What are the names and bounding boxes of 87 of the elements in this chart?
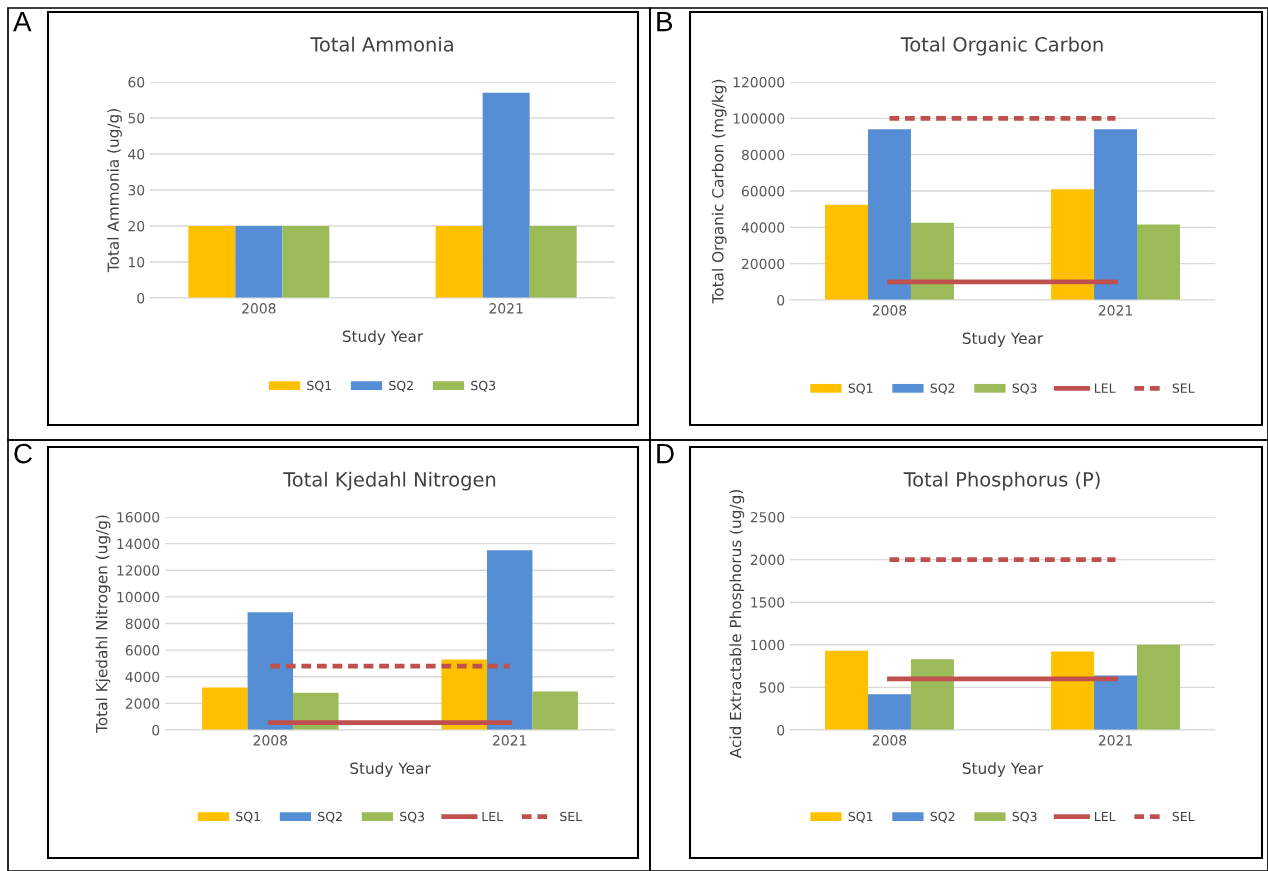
legend-label: SEL	[560, 811, 583, 822]
y-tick-label: 40000	[741, 222, 785, 233]
legend-label: SEL	[1172, 811, 1195, 822]
y-tick-label: 50	[128, 112, 145, 124]
y-tick-label: 8000	[125, 618, 160, 629]
y-axis-title: Acid Extractable Phosphorus (ug/g)	[729, 490, 745, 759]
y-tick-label: 120000	[733, 76, 785, 88]
y-tick-label: 2000	[125, 698, 160, 709]
chart-title: Total Ammonia	[310, 36, 453, 52]
bar	[867, 129, 911, 300]
x-axis-title: Study Year	[342, 330, 424, 345]
bar	[910, 659, 954, 730]
bar	[247, 612, 294, 730]
y-tick-label: 16000	[117, 511, 160, 523]
bar	[532, 691, 578, 730]
legend-label: SQ2	[389, 380, 413, 392]
y-axis-title: Total Organic Carbon (mg/kg)	[711, 79, 727, 304]
bar	[910, 222, 954, 300]
x-tick-label: 2021	[493, 735, 527, 746]
y-tick-label: 100000	[733, 113, 785, 124]
y-tick-label: 10000	[117, 591, 160, 603]
text: D	[657, 444, 674, 464]
bar	[1137, 644, 1180, 730]
legend-label: SQ1	[848, 383, 873, 395]
y-tick-label: 0	[777, 294, 785, 306]
y-tick-label: 2500	[750, 511, 785, 523]
legend-label: SQ3	[471, 380, 496, 392]
bar	[1051, 189, 1095, 300]
legend-label: SEL	[1172, 383, 1195, 393]
text: C	[14, 443, 32, 464]
legend-label: LEL	[482, 811, 504, 822]
y-tick-label: 20	[128, 220, 145, 232]
y-tick-label: 1500	[751, 597, 785, 608]
y-tick-label: 1000	[751, 639, 785, 651]
y-axis-title: Total Kjedahl Nitrogen (ug/g)	[95, 515, 111, 733]
bar	[202, 687, 248, 730]
bar	[486, 550, 533, 730]
x-tick-label: 2008	[253, 735, 288, 746]
bar	[825, 204, 868, 300]
x-tick-label: 2008	[872, 305, 907, 316]
legend-label: SQ3	[1012, 383, 1037, 395]
y-tick-label: 0	[137, 292, 145, 304]
x-axis-title: Study Year	[962, 762, 1044, 777]
legend-label: SQ1	[307, 380, 331, 392]
y-tick-label: 60	[128, 76, 145, 88]
y-tick-label: 4000	[125, 671, 160, 683]
y-axis-title: Total Ammonia (ug/g)	[107, 109, 122, 273]
y-tick-label: 80000	[741, 149, 785, 161]
y-tick-label: 14000	[117, 538, 160, 550]
y-tick-label: 0	[777, 724, 785, 736]
legend-label: SQ3	[1012, 811, 1037, 823]
legend-label: SQ1	[236, 811, 260, 823]
y-tick-label: 12000	[117, 565, 160, 576]
bar	[1094, 129, 1138, 300]
chart-title: Total Phosphorus (P)	[903, 471, 1100, 491]
y-tick-label: 20000	[741, 258, 785, 270]
text: B	[657, 12, 673, 32]
x-tick-label: 2021	[1098, 735, 1132, 746]
y-tick-label: 2000	[750, 554, 785, 566]
y-tick-label: 30	[128, 184, 145, 196]
chart-title: Total Kjedahl Nitrogen	[283, 471, 496, 491]
y-tick-label: 60000	[741, 185, 785, 197]
legend-label: SQ1	[848, 811, 873, 823]
bar	[825, 650, 868, 730]
y-tick-label: 10	[128, 256, 145, 268]
y-tick-label: 500	[759, 682, 785, 693]
legend-label: SQ2	[318, 811, 342, 823]
legend-label: LEL	[1095, 383, 1116, 393]
bar	[1094, 675, 1138, 730]
bar	[1051, 651, 1095, 730]
text: A	[13, 12, 32, 32]
chart-title: Total Organic Carbon	[900, 36, 1103, 56]
y-tick-label: 6000	[125, 645, 160, 656]
bar	[1137, 224, 1180, 300]
x-tick-label: 2021	[1098, 305, 1132, 316]
y-tick-label: 40	[128, 148, 145, 160]
legend-label: SQ2	[930, 383, 955, 395]
x-tick-label: 2008	[242, 303, 276, 314]
legend-label: LEL	[1095, 811, 1116, 822]
x-axis-title: Study Year	[962, 332, 1044, 347]
legend-label: SQ2	[930, 811, 955, 823]
y-tick-label: 0	[152, 724, 160, 736]
x-axis-title: Study Year	[350, 762, 431, 777]
x-tick-label: 2021	[489, 303, 523, 314]
x-tick-label: 2008	[872, 735, 907, 746]
legend-label: SQ3	[400, 811, 425, 823]
bar	[867, 694, 911, 730]
